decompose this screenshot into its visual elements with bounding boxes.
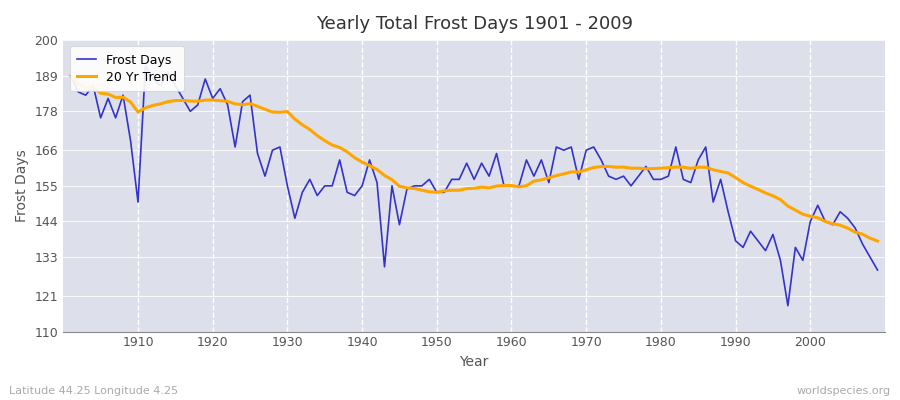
Line: Frost Days: Frost Days bbox=[71, 66, 878, 306]
20 Yr Trend bbox=[125, 100, 136, 104]
20 Yr Trend bbox=[66, 73, 77, 78]
Y-axis label: Frost Days: Frost Days bbox=[15, 150, 29, 222]
20 Yr Trend bbox=[872, 239, 883, 244]
Line: 20 Yr Trend: 20 Yr Trend bbox=[71, 76, 878, 241]
Frost Days bbox=[342, 190, 353, 195]
20 Yr Trend bbox=[506, 183, 517, 188]
Legend: Frost Days, 20 Yr Trend: Frost Days, 20 Yr Trend bbox=[69, 46, 184, 91]
Frost Days bbox=[297, 190, 308, 195]
X-axis label: Year: Year bbox=[460, 355, 489, 369]
Frost Days bbox=[514, 184, 525, 188]
Frost Days bbox=[872, 268, 883, 272]
20 Yr Trend bbox=[334, 145, 345, 150]
Title: Yearly Total Frost Days 1901 - 2009: Yearly Total Frost Days 1901 - 2009 bbox=[316, 15, 633, 33]
Text: Latitude 44.25 Longitude 4.25: Latitude 44.25 Longitude 4.25 bbox=[9, 386, 178, 396]
Frost Days bbox=[140, 64, 151, 68]
Frost Days bbox=[782, 303, 793, 308]
20 Yr Trend bbox=[596, 164, 607, 169]
Frost Days bbox=[506, 184, 517, 188]
Frost Days bbox=[66, 73, 77, 78]
Frost Days bbox=[603, 174, 614, 178]
20 Yr Trend bbox=[499, 183, 509, 188]
Text: worldspecies.org: worldspecies.org bbox=[796, 386, 891, 396]
20 Yr Trend bbox=[290, 117, 301, 122]
Frost Days bbox=[125, 138, 136, 143]
